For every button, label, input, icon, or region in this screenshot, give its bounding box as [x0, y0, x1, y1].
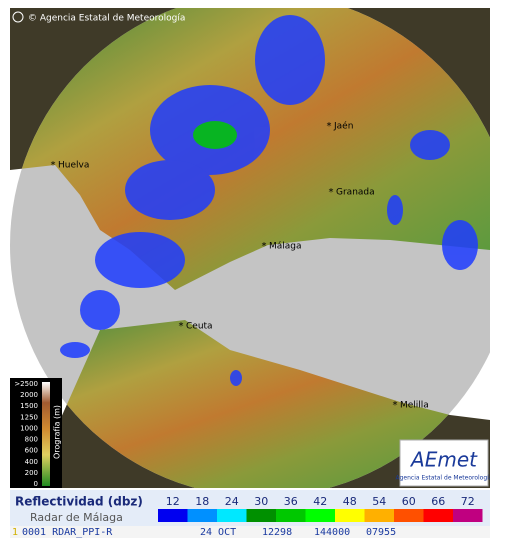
city-label: Melilla — [400, 401, 429, 411]
status-field: 12298 — [262, 527, 292, 538]
status-product: 0001 RDAR_PPI-R — [22, 527, 113, 538]
logo-box — [399, 439, 489, 487]
scale-swatch — [246, 509, 276, 522]
orography-bar — [42, 382, 50, 486]
scale-swatch — [364, 509, 394, 522]
status-field: 144000 — [314, 527, 350, 538]
city-label: Ceuta — [186, 322, 213, 332]
scale-label: 48 — [343, 495, 357, 508]
orography-tick: >2500 — [14, 380, 38, 388]
scale-label: 42 — [313, 495, 327, 508]
city-marker: * — [327, 121, 332, 132]
scale-swatch — [394, 509, 424, 522]
scale-swatch — [158, 509, 188, 522]
city-marker: * — [262, 241, 267, 252]
map: © Agencia Estatal de Meteorología * Jaén*… — [10, 8, 493, 488]
status-date: 24 OCT — [200, 527, 236, 538]
scale-label: 36 — [284, 495, 298, 508]
scale-label: 60 — [402, 495, 416, 508]
scale-label: 24 — [225, 495, 239, 508]
status-bar — [10, 526, 490, 538]
orography-tick: 200 — [25, 469, 38, 477]
orography-tick: 2000 — [20, 391, 38, 399]
legend-subtitle: Radar de Málaga — [30, 511, 123, 524]
city-marker: * — [51, 160, 56, 171]
scale-swatch — [453, 509, 483, 522]
orography-tick: 1250 — [20, 413, 38, 421]
city-marker: * — [393, 400, 398, 411]
city-label: Jaén — [333, 121, 353, 132]
scale-swatch — [217, 509, 247, 522]
scale-label: 12 — [166, 495, 180, 508]
scale-swatch — [305, 509, 335, 522]
copyright-icon — [12, 11, 24, 23]
city-marker: * — [179, 321, 184, 332]
city-label: Málaga — [269, 242, 302, 252]
scale-label: 66 — [431, 495, 445, 508]
orography-tick: 0 — [34, 480, 38, 488]
radar-echoes-strong — [193, 121, 237, 149]
status-field: 07955 — [366, 527, 396, 538]
scale-label: 54 — [372, 495, 386, 508]
city-label: Huelva — [58, 161, 89, 171]
orography-tick: 800 — [25, 436, 38, 444]
copyright: © Agencia Estatal de Meteorología — [28, 14, 185, 24]
scale-label: 72 — [461, 495, 475, 508]
logo-subtitle: Agencia Estatal de Meteorología — [396, 475, 493, 482]
scale-swatch — [276, 509, 306, 522]
orography-tick: 600 — [25, 447, 38, 455]
orography-tick: 1500 — [20, 402, 38, 410]
scale-swatch — [335, 509, 365, 522]
scale-swatch — [423, 509, 453, 522]
orography-title: Orografía (m) — [53, 405, 62, 459]
city-label: Granada — [336, 188, 375, 198]
logo-name: AEmet — [409, 448, 478, 472]
legend-title: Reflectividad (dbz) — [15, 495, 143, 509]
orography-tick: 400 — [25, 458, 38, 466]
city-marker: * — [329, 187, 334, 198]
scale-label: 18 — [195, 495, 209, 508]
status-fields: 12298 144000 07955 — [262, 527, 396, 538]
cities: * Jaén* Huelva* Granada* Málaga* Ceuta* Melill… — [51, 121, 429, 412]
reflectivity-scale: 12 18 24 30 36 42 48 54 60 66 72 — [158, 495, 483, 522]
scale-label: 30 — [254, 495, 268, 508]
scale-swatch — [187, 509, 217, 522]
orography-legend — [10, 378, 62, 488]
orography-tick: 1000 — [20, 424, 38, 432]
status-index: 1 — [12, 527, 18, 538]
